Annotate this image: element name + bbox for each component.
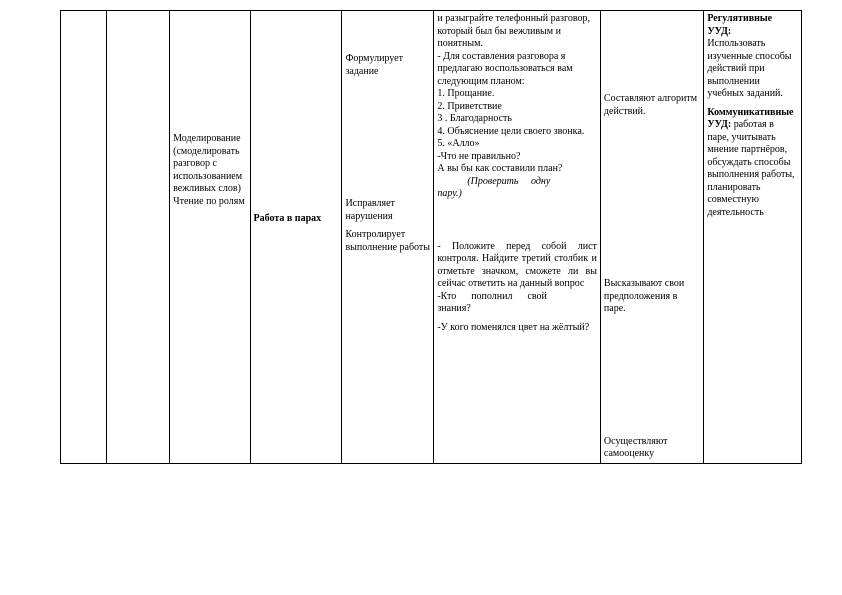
lesson-plan-table: Моделирование (смоделировать разговор с … [60, 10, 802, 464]
cell-student-actions: Составляют алгоритм действий. Высказываю… [600, 11, 703, 464]
text-control-sheet: - Положите перед собой лист контроля. На… [437, 241, 597, 291]
cell-uud: Регулятивные УУД: Использовать изученные… [704, 11, 802, 464]
text-check-a: (Проверить одну [437, 176, 550, 187]
text-communicative: работая в паре, учитывать мнение партнёр… [707, 119, 794, 218]
text-compose-algo: Составляют алгоритм действий. [604, 93, 697, 117]
document-page: Моделирование (смоделировать разговор с … [0, 0, 842, 595]
w: свой [527, 291, 546, 302]
text-q3: -Кто пополнил свой [437, 291, 547, 302]
list-item-1: 1. Прощание. [437, 88, 494, 99]
text-intro: и разыграйте телефонный разговор, которы… [437, 13, 590, 49]
text-assumptions: Высказывают свои предположения в паре. [604, 278, 684, 314]
w: (Проверить [467, 176, 518, 187]
cell-modeling: Моделирование (смоделировать разговор с … [170, 11, 250, 464]
text-q4: -У кого поменялся цвет на жёлтый? [437, 322, 589, 333]
cell-work-form: Работа в парах [250, 11, 342, 464]
text-work-in-pairs: Работа в парах [254, 213, 322, 224]
text-self-assess: Осуществляют самооценку [604, 436, 668, 460]
text-reading: Чтение по ролям [173, 196, 245, 207]
text-check-b: пару.) [437, 188, 462, 199]
text-q1: -Что не правильно? [437, 151, 520, 162]
text-corrects: Исправляет нарушения [345, 198, 394, 222]
text-regulative: Использовать изученные способы действий … [707, 38, 791, 99]
cell-empty-1 [61, 11, 107, 464]
heading-regulative: Регулятивные УУД: [707, 13, 772, 37]
text-formulates: Формулирует задание [345, 53, 403, 77]
cell-teacher-actions: Формулирует задание Исправляет нарушения… [342, 11, 434, 464]
text-q3d: знания? [437, 303, 470, 314]
text-q2: А вы бы как составили план? [437, 163, 562, 174]
table-row: Моделирование (смоделировать разговор с … [61, 11, 802, 464]
list-item-5: 5. «Алло» [437, 138, 479, 149]
cell-content: и разыграйте телефонный разговор, которы… [434, 11, 601, 464]
text-plan-intro: - Для составления разговора я предлагаю … [437, 51, 572, 87]
w: одну [531, 176, 550, 187]
text-controls: Контролирует выполнение работы [345, 229, 430, 253]
text-modeling: Моделирование (смоделировать разговор с … [173, 133, 242, 194]
w: -Кто [437, 291, 456, 302]
list-item-3: 3 . Благодарность [437, 113, 512, 124]
w: пополнил [471, 291, 512, 302]
list-item-4: 4. Объяснение цели своего звонка. [437, 126, 584, 137]
cell-empty-2 [106, 11, 169, 464]
list-item-2: 2. Приветствие [437, 101, 502, 112]
